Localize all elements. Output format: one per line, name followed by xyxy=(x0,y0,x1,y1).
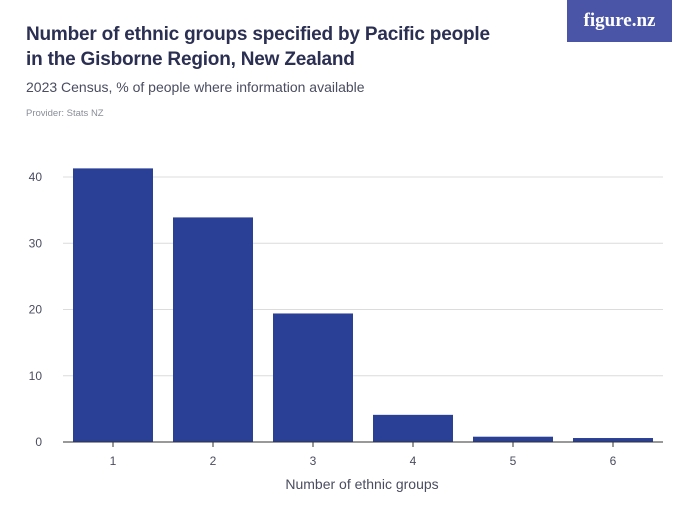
provider-label: Provider: Stats NZ xyxy=(26,108,104,119)
x-tick-label: 6 xyxy=(610,454,617,468)
gridlines xyxy=(63,176,663,377)
x-tick-label: 2 xyxy=(210,454,217,468)
x-tick-label: 1 xyxy=(110,454,117,468)
bar-2[interactable] xyxy=(173,217,253,442)
bar-3[interactable] xyxy=(273,313,353,442)
bars xyxy=(73,168,653,442)
bar-4[interactable] xyxy=(373,414,453,442)
chart-subtitle: 2023 Census, % of people where informati… xyxy=(26,79,365,95)
y-tick-label: 0 xyxy=(35,435,42,449)
bar-1[interactable] xyxy=(73,168,153,442)
chart-title: Number of ethnic groups specified by Pac… xyxy=(26,24,490,70)
logo-text: figure.nz xyxy=(583,10,656,31)
y-tick-label: 30 xyxy=(29,236,43,250)
y-tick-label: 40 xyxy=(29,170,43,184)
axes: 0 10 20 30 40 1 2 3 4 5 6 xyxy=(29,170,663,468)
bar-5[interactable] xyxy=(473,436,553,442)
y-tick-label: 20 xyxy=(29,303,43,317)
bar-6[interactable] xyxy=(573,438,653,442)
x-axis-title: Number of ethnic groups xyxy=(285,476,438,492)
x-tick-label: 5 xyxy=(510,454,517,468)
x-tick-label: 4 xyxy=(410,454,417,468)
figure-nz-logo[interactable]: figure.nz xyxy=(567,0,672,42)
x-tick-label: 3 xyxy=(310,454,317,468)
y-tick-label: 10 xyxy=(29,369,43,383)
